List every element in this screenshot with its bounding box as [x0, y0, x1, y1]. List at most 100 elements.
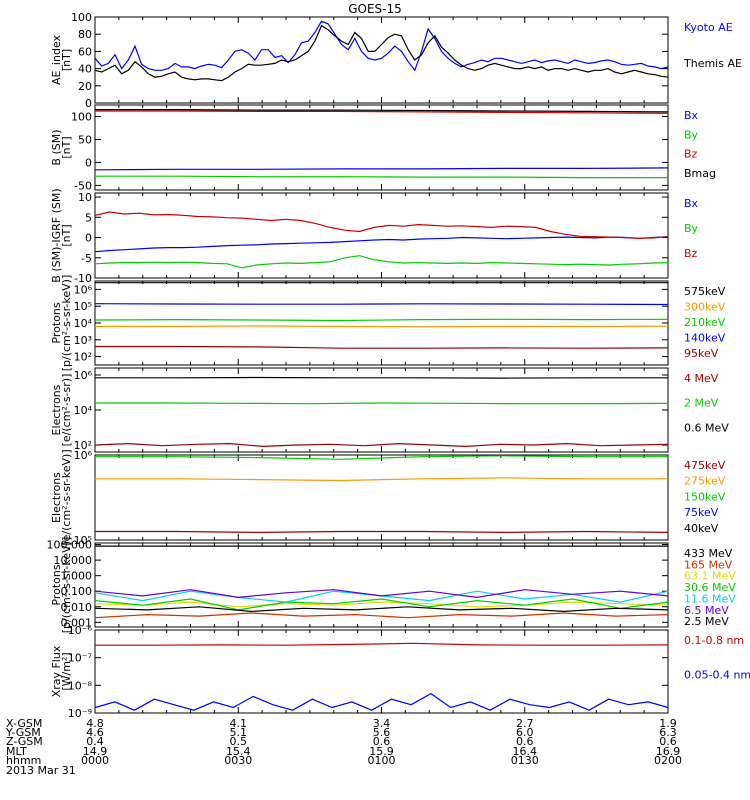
legend-label-ae: Themis AE — [683, 57, 742, 70]
x-axis-value: 0130 — [511, 754, 539, 767]
x-axis-value: 0100 — [368, 754, 396, 767]
y-tick-label-xray: 10⁻⁶ — [68, 624, 93, 637]
y-tick-label-protons1: 10² — [74, 351, 92, 364]
legend-label-ae: Kyoto AE — [684, 21, 733, 34]
series-line-bsm-0 — [94, 167, 669, 171]
y-tick-label-electrons1: 10⁴ — [74, 404, 93, 417]
series-line-bigrf-0 — [94, 236, 669, 253]
legend-label-protons1: 140keV — [684, 332, 726, 345]
x-axis-value: 0000 — [81, 754, 109, 767]
panel-frame-ae — [94, 16, 669, 104]
legend-label-electrons2: 275keV — [684, 475, 726, 488]
legend-label-bsm: Bx — [684, 109, 699, 122]
x-axis-row-label: Z-GSM — [6, 735, 43, 748]
x-axis-value: 5.6 — [373, 726, 391, 739]
legend-label-bsm: By — [684, 128, 699, 141]
y-tick-label-xray: 10⁻⁷ — [68, 652, 92, 665]
y-tick-label-electrons1: 10⁶ — [74, 369, 93, 382]
x-axis-row-label: MLT — [6, 745, 27, 758]
y-tick-label-protons2: 0.010 — [61, 601, 93, 614]
legend-label-protons2: 433 MeV — [684, 547, 733, 560]
panel-frame-electrons1 — [94, 367, 669, 453]
x-axis-value: 3.4 — [373, 717, 391, 730]
y-axis-label-bsm: B (SM) — [50, 129, 63, 165]
plot-title: GOES-15 — [348, 2, 402, 16]
series-line-protons2-1 — [94, 612, 669, 619]
series-line-protons2-2 — [94, 601, 669, 608]
y-axis-label-ae: [nT] — [60, 49, 73, 71]
series-line-protons2-3 — [94, 598, 669, 611]
y-tick-label-bsm: 100 — [71, 110, 92, 123]
x-axis-value: 15.4 — [226, 745, 251, 758]
series-line-electrons2-2 — [95, 455, 668, 460]
x-axis-value: 6.3 — [659, 726, 677, 739]
x-axis-value: 15.9 — [369, 745, 394, 758]
series-line-protons1-4 — [95, 345, 669, 349]
series-line-electrons1-1 — [95, 402, 669, 405]
series-line-bsm-2 — [95, 110, 669, 114]
y-tick-label-electrons2: 10⁶ — [74, 449, 93, 462]
series-line-protons1-2 — [94, 318, 669, 322]
legend-label-electrons1: 0.6 MeV — [684, 421, 729, 434]
y-tick-label-bsm: 50 — [78, 133, 92, 146]
y-tick-label-bigrf: -5 — [81, 252, 92, 265]
x-axis-value: 2.7 — [516, 717, 534, 730]
legend-label-bsm: Bmag — [684, 167, 716, 180]
x-axis-value: 5.1 — [230, 726, 248, 739]
y-axis-label-protons2: [p/(cm²-s-sr-keV)] — [60, 537, 73, 634]
y-tick-label-protons1: 10⁴ — [74, 317, 93, 330]
panel-frame-xray — [94, 629, 669, 714]
series-line-xray-1 — [94, 692, 669, 711]
legend-label-protons1: 575keV — [684, 285, 726, 298]
y-tick-label-ae: 60 — [78, 45, 92, 58]
series-line-ae-0 — [94, 20, 669, 72]
y-axis-label-xray: Xray Flux — [50, 645, 63, 697]
y-tick-label-bigrf: -10 — [74, 272, 92, 285]
y-axis-label-protons2: Protons — [50, 564, 63, 605]
y-axis-label-bigrf: B (SM)-IGRF (SM) — [50, 188, 63, 282]
y-tick-label-protons1: 10⁵ — [74, 300, 92, 313]
y-tick-label-protons2: 100.000 — [47, 539, 93, 552]
y-tick-label-ae: 100 — [71, 11, 92, 24]
y-tick-label-electrons1: 10² — [74, 439, 92, 452]
x-axis-value: 0.5 — [230, 735, 248, 748]
legend-label-bigrf: Bz — [684, 247, 698, 260]
legend-label-electrons2: 150keV — [684, 490, 726, 503]
x-axis-value: 14.9 — [83, 745, 108, 758]
y-tick-label-xray: 10⁻⁸ — [68, 679, 93, 692]
y-tick-label-ae: 20 — [78, 80, 92, 93]
y-axis-label-bsm: [nT] — [60, 136, 73, 158]
legend-label-bsm: Bz — [684, 148, 698, 161]
x-axis-value: 16.9 — [656, 745, 681, 758]
legend-label-bigrf: By — [684, 222, 699, 235]
x-axis-value: 16.4 — [513, 745, 538, 758]
y-tick-label-bsm: -50 — [74, 179, 92, 192]
series-line-electrons1-2 — [95, 376, 668, 379]
y-axis-label-electrons1: Electrons — [50, 384, 63, 435]
y-tick-label-ae: 0 — [85, 97, 92, 110]
x-axis-row-label: Y-GSM — [5, 726, 41, 739]
x-axis-value: 0.6 — [373, 735, 391, 748]
y-axis-label-ae: AE_index — [50, 34, 63, 85]
legend-label-protons2: 6.5 MeV — [684, 604, 729, 617]
legend-label-electrons2: 75keV — [684, 506, 719, 519]
legend-label-protons1: 95keV — [684, 347, 719, 360]
series-line-bigrf-1 — [94, 255, 669, 269]
legend-label-protons2: 30.6 MeV — [684, 581, 736, 594]
legend-label-xray: 0.1-0.8 nm — [684, 634, 744, 647]
y-axis-label-xray: [W/m²] — [60, 652, 73, 690]
legend-label-electrons1: 2 MeV — [684, 397, 719, 410]
series-line-electrons2-0 — [95, 530, 669, 534]
series-line-protons2-6 — [94, 606, 669, 613]
y-axis-label-electrons2: [e/(cm²-s-sr-keV)] — [60, 449, 73, 545]
legend-label-protons2: 2.5 MeV — [684, 615, 729, 628]
panel-frame-protons1 — [94, 280, 669, 366]
y-tick-label-bigrf: 10 — [78, 191, 92, 204]
legend-label-electrons2: 40keV — [684, 522, 719, 535]
series-line-protons1-3 — [94, 303, 669, 306]
x-axis-value: 1.9 — [659, 717, 677, 730]
x-axis-value: 0.6 — [659, 735, 677, 748]
series-line-electrons2-1 — [95, 477, 668, 482]
x-axis-row-label: 2013 Mar 31 — [6, 764, 76, 777]
